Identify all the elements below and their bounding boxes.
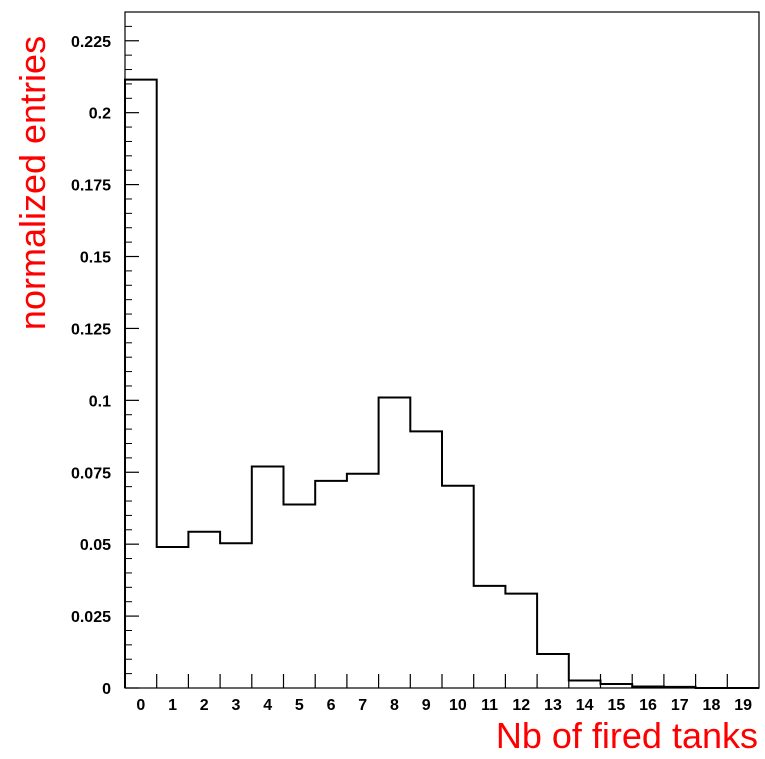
y-tick-label: 0.2: [89, 106, 111, 123]
x-tick-label: 13: [544, 697, 562, 714]
x-tick-label: 9: [422, 697, 431, 714]
x-tick-label: 10: [449, 697, 467, 714]
y-tick-label: 0.05: [80, 537, 111, 554]
y-tick-label: 0.175: [71, 178, 111, 195]
x-tick-label: 4: [263, 697, 272, 714]
x-axis-ticks: 0 1 2 3 4 5 6 7 8 9 10 11 12 13 14 15 16 17 18 19: [136, 674, 752, 714]
y-tick-label: 0.1: [89, 393, 111, 410]
x-tick-label: 15: [607, 697, 625, 714]
x-tick-label: 12: [512, 697, 530, 714]
x-tick-label: 7: [358, 697, 367, 714]
y-axis-title: normalized entries: [12, 36, 53, 330]
x-tick-label: 3: [231, 697, 240, 714]
y-tick-label: 0: [102, 681, 111, 698]
x-tick-label: 16: [639, 697, 657, 714]
x-tick-label: 11: [481, 697, 498, 714]
x-tick-label: 17: [671, 697, 689, 714]
x-tick-label: 6: [327, 697, 336, 714]
y-axis-ticks: 0 0.025 0.05 0.075 0.1 0.125 0.15 0.175 0.2 0.225: [71, 25, 139, 698]
y-tick-label: 0.075: [71, 465, 111, 482]
x-tick-label: 5: [295, 697, 304, 714]
x-tick-label: 1: [168, 697, 177, 714]
x-tick-label: 18: [703, 697, 721, 714]
x-axis-title: Nb of fired tanks: [496, 715, 758, 756]
x-tick-label: 0: [136, 697, 145, 714]
y-tick-label: 0.125: [71, 321, 111, 338]
y-tick-label: 0.225: [71, 34, 111, 51]
x-tick-label: 8: [390, 697, 399, 714]
x-tick-label: 2: [200, 697, 209, 714]
plot-frame: [124, 11, 760, 689]
y-tick-label: 0.15: [80, 250, 111, 267]
x-tick-label: 14: [576, 697, 594, 714]
x-tick-label: 19: [734, 697, 752, 714]
histogram-step-line: [124, 78, 759, 689]
y-tick-label: 0.025: [71, 609, 111, 626]
